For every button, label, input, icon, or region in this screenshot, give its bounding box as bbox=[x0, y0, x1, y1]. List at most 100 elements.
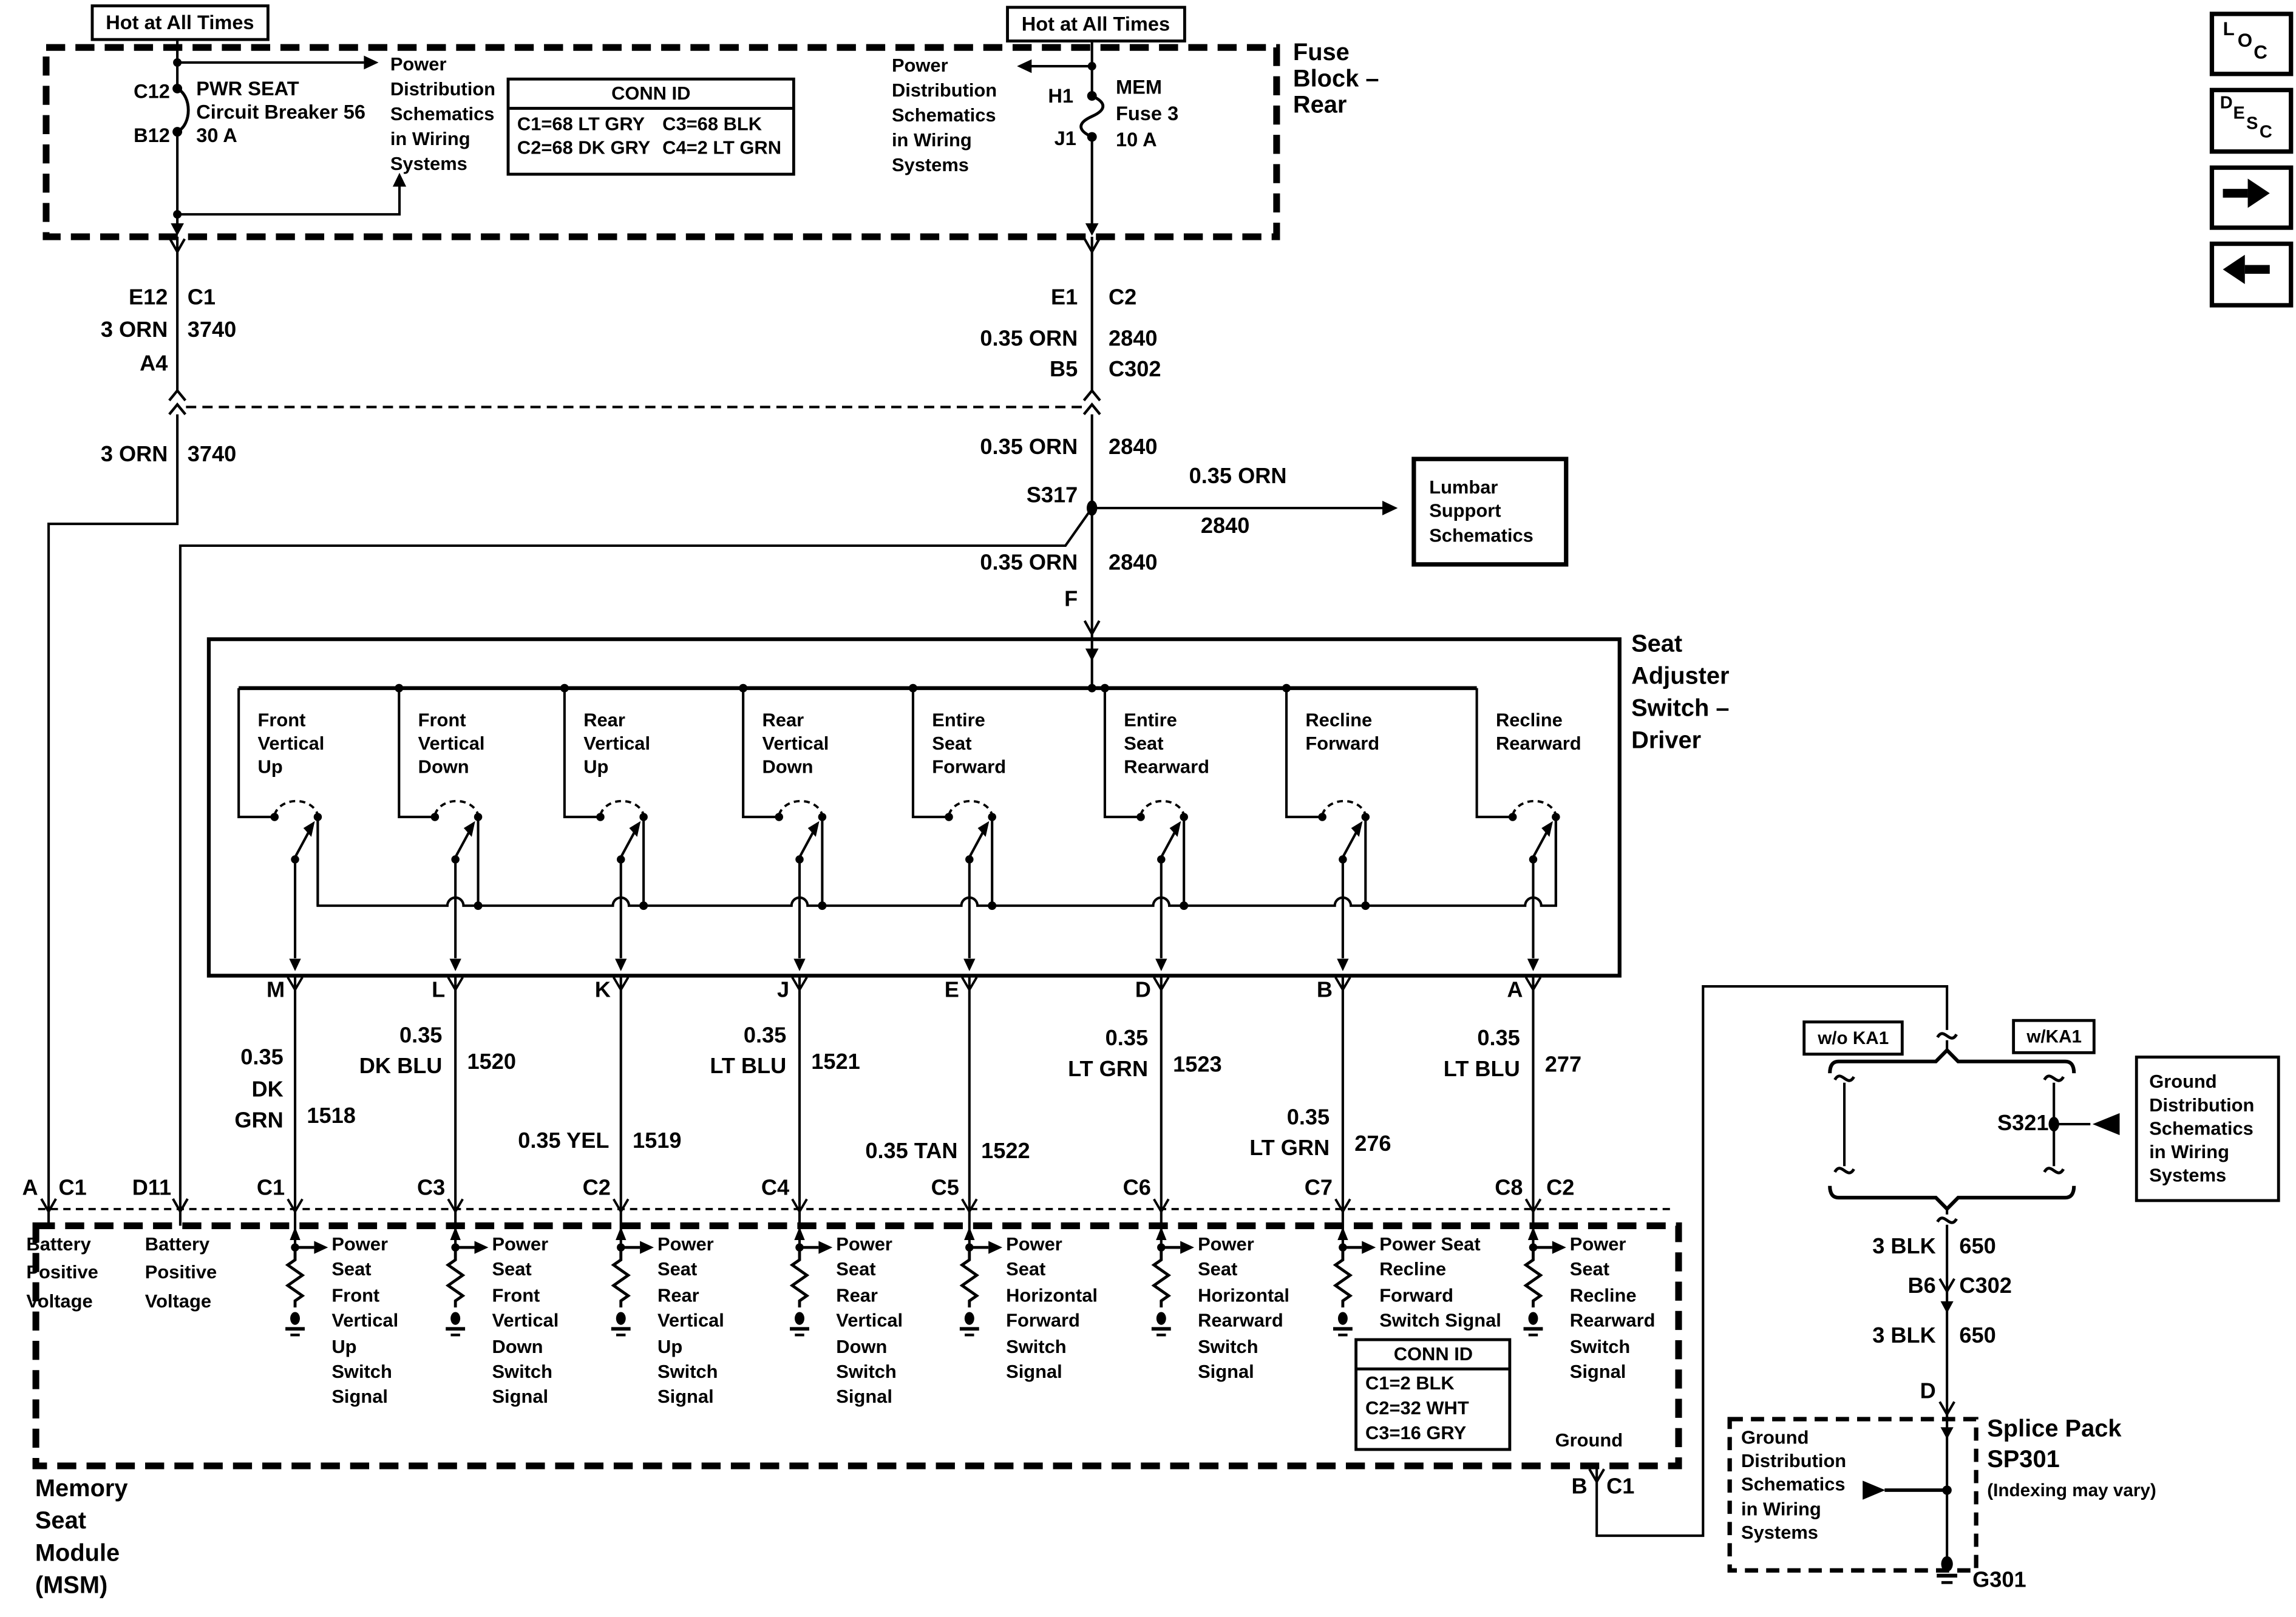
loc-button[interactable]: L O C bbox=[2209, 11, 2293, 76]
seat-adjuster-switch-outline bbox=[206, 637, 1622, 978]
splice-pack-outline bbox=[1727, 1417, 1978, 1573]
msm-signal-label: Power Seat Rear Vertical Down Switch Sig… bbox=[836, 1232, 903, 1408]
switch-pin-label: M bbox=[267, 978, 285, 1003]
wire-circuit-label: 2840 bbox=[1108, 435, 1158, 460]
breaker-pin-bottom: B12 bbox=[134, 123, 170, 146]
conn-id-cell: C1=68 LT GRY bbox=[517, 112, 645, 134]
ka1-option-brackets bbox=[1828, 1047, 2076, 1212]
lumbar-support-ref-box: Lumbar Support Schematics bbox=[1411, 456, 1569, 567]
switch-name: Rear Vertical Down bbox=[762, 708, 829, 778]
wire-circuit-label: 276 bbox=[1354, 1131, 1391, 1157]
hot-label: Hot at All Times bbox=[106, 11, 254, 33]
switch-and-msm-symbols bbox=[237, 688, 1566, 1337]
splice-pack-note: (Indexing may vary) bbox=[1987, 1480, 2156, 1501]
switch-pin-label: K bbox=[594, 978, 611, 1003]
desc-button[interactable]: D E S C bbox=[2209, 87, 2293, 154]
wire-pin-label: F bbox=[1064, 587, 1078, 612]
msm-title: Memory Seat Module (MSM) bbox=[35, 1476, 128, 1599]
next-button[interactable] bbox=[2209, 164, 2293, 230]
msm-pin-label: C7 bbox=[1304, 1175, 1333, 1201]
wire-circuit-label: 1519 bbox=[633, 1128, 682, 1154]
switch-pin-label: D bbox=[1135, 978, 1151, 1003]
arrowhead-icons bbox=[171, 55, 2120, 1440]
ground-label-g301: G301 bbox=[1972, 1568, 2026, 1593]
msm-signal-label: Power Seat Front Vertical Down Switch Si… bbox=[492, 1232, 559, 1408]
wire-lines bbox=[47, 34, 2091, 1567]
g301-ground-node bbox=[1941, 1556, 1953, 1572]
wire-circuit-label: 1520 bbox=[467, 1049, 516, 1075]
msm-signal-label: Power Seat Rear Vertical Up Switch Signa… bbox=[657, 1232, 724, 1408]
wire-gauge-label: 0.35 ORN bbox=[980, 435, 1078, 460]
msm-battery-label: Battery Positive Voltage bbox=[26, 1232, 98, 1312]
conn-id-cell: C2=68 DK GRY bbox=[517, 136, 651, 158]
wire-conn-label: C302 bbox=[1108, 357, 1161, 382]
wire-break-icons bbox=[1833, 1032, 2065, 1224]
wire-circuit-label: 2840 bbox=[1108, 326, 1158, 351]
msm-conn-label: C1 bbox=[58, 1175, 87, 1201]
switch-name: Recline Rearward bbox=[1495, 708, 1581, 754]
conn-id-cell: C3=68 BLK bbox=[662, 112, 763, 134]
switch-name: Recline Forward bbox=[1305, 708, 1380, 754]
breaker-name: PWR SEAT Circuit Breaker 56 30 A bbox=[196, 77, 365, 147]
switch-name: Front Vertical Up bbox=[257, 708, 325, 778]
wire-pin-label: B5 bbox=[1050, 357, 1078, 382]
fuse-pin-bottom: J1 bbox=[1054, 126, 1076, 149]
wire-circuit-label: 3740 bbox=[187, 442, 237, 467]
wire-conn-label: C2 bbox=[1108, 285, 1137, 310]
power-dist-ref-left: Power Distribution Schematics in Wiring … bbox=[390, 52, 496, 175]
connector-chevron-icons bbox=[40, 238, 1955, 1483]
wire-circuit-label: 1521 bbox=[811, 1049, 860, 1075]
msm-pin-label: C5 bbox=[931, 1175, 959, 1201]
option-label: w/KA1 bbox=[2026, 1026, 2082, 1047]
wire-circuit-label: 277 bbox=[1544, 1053, 1582, 1078]
msm-pin-label: C8 bbox=[1495, 1175, 1523, 1201]
switch-common-bus bbox=[316, 816, 1557, 907]
conn-id-title: CONN ID bbox=[1357, 1341, 1509, 1371]
switch-pin-label: A bbox=[1507, 978, 1523, 1003]
wire-gauge-label: 0.35 DK GRN bbox=[234, 1045, 284, 1133]
msm-pin-label: D11 bbox=[132, 1175, 172, 1201]
w-ka1-tag: w/KA1 bbox=[2012, 1019, 2096, 1054]
wire-circuit-label: 2840 bbox=[1108, 550, 1158, 575]
hot-at-all-times-right: Hot at All Times bbox=[1005, 5, 1186, 43]
switch-pin-label: L bbox=[432, 978, 446, 1003]
msm-pin-label: C3 bbox=[416, 1175, 446, 1201]
wire-gauge-label: 0.35 LT BLU bbox=[1443, 1026, 1520, 1082]
switch-name: Front Vertical Down bbox=[418, 708, 485, 778]
switch-pin-label: E bbox=[944, 978, 959, 1003]
wo-ka1-tag: w/o KA1 bbox=[1803, 1020, 1904, 1056]
conn-id-table-msm: CONN ID C1=2 BLK C2=32 WHT C3=16 GRY bbox=[1355, 1338, 1512, 1451]
wire-circuit-label: 1518 bbox=[307, 1103, 356, 1129]
msm-pin-label: C6 bbox=[1123, 1175, 1151, 1201]
wire-pin-label: A4 bbox=[140, 350, 168, 376]
wire-pin-label: D bbox=[1920, 1379, 1936, 1405]
msm-battery-label: Battery Positive Voltage bbox=[144, 1232, 217, 1312]
memory-seat-module-outline bbox=[32, 1222, 1682, 1470]
wire-circuit-label: 650 bbox=[1959, 1323, 1996, 1349]
wire-conn-label: C1 bbox=[187, 285, 216, 310]
conn-id-cell: C1=2 BLK bbox=[1365, 1372, 1455, 1394]
msm-pin-label: C1 bbox=[256, 1175, 285, 1201]
wire-gauge-label: 0.35 ORN bbox=[980, 550, 1078, 575]
prev-button[interactable] bbox=[2209, 241, 2293, 307]
seat-adjuster-title: Seat Adjuster Switch – Driver bbox=[1631, 631, 1730, 754]
wire-gauge-label: 0.35 TAN bbox=[865, 1139, 958, 1164]
wire-gauge-label: 0.35 YEL bbox=[518, 1128, 610, 1154]
splice-pack-title: Splice Pack SP301 bbox=[1987, 1415, 2122, 1473]
wire-pin-label: E12 bbox=[129, 285, 168, 310]
conn-id-title: CONN ID bbox=[509, 81, 792, 110]
power-dist-ref-right: Power Distribution Schematics in Wiring … bbox=[891, 54, 997, 176]
lumbar-support-ref: Lumbar Support Schematics bbox=[1429, 476, 1533, 546]
wire-circuit-label: 650 bbox=[1959, 1234, 1996, 1259]
wire-gauge-label: 0.35 LT BLU bbox=[710, 1023, 787, 1079]
conn-id-table-fuse: CONN ID C1=68 LT GRY C3=68 BLK C2=68 DK G… bbox=[507, 78, 795, 176]
wire-circuit-label: 1523 bbox=[1173, 1053, 1222, 1078]
hot-label: Hot at All Times bbox=[1021, 13, 1170, 35]
msm-signal-label: Power Seat Horizontal Forward Switch Sig… bbox=[1006, 1232, 1098, 1383]
msm-signal-label: Power Seat Recline Rearward Switch Signa… bbox=[1569, 1232, 1656, 1383]
wire-circuit-label: 3740 bbox=[187, 317, 237, 343]
wire-pin-label: E1 bbox=[1051, 285, 1078, 310]
wire-gauge-label: 3 BLK bbox=[1872, 1234, 1936, 1259]
option-label: w/o KA1 bbox=[1818, 1028, 1889, 1048]
